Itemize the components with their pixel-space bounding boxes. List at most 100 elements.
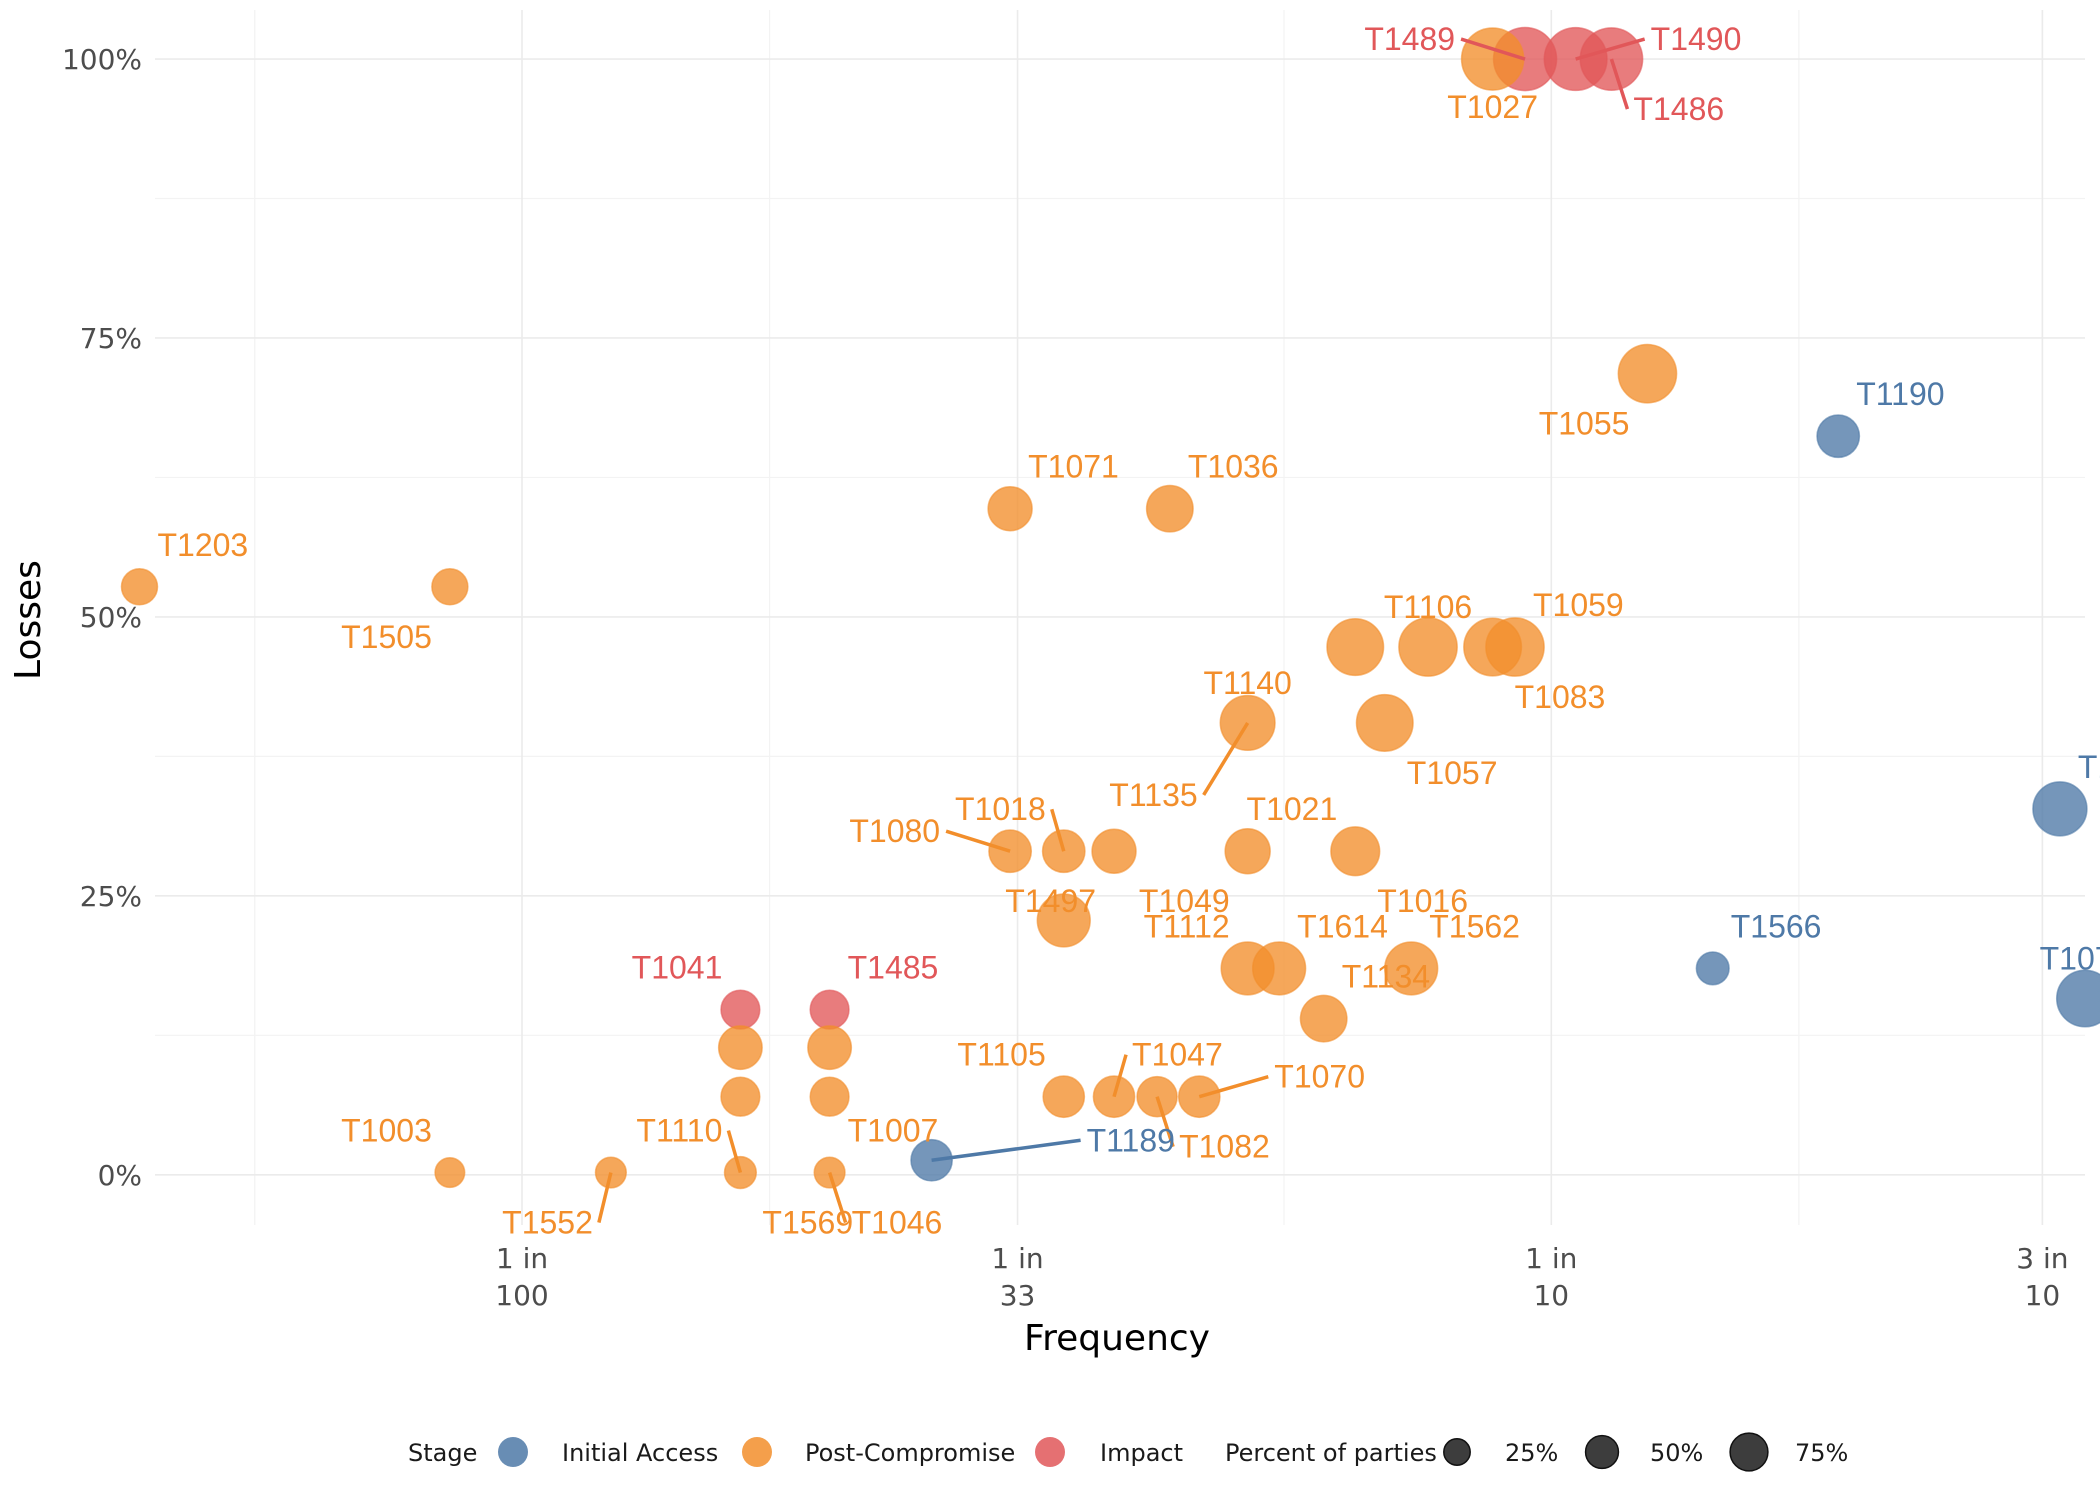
label-t1105: T1105 [957,1037,1045,1073]
label-t1552: T1552 [502,1205,593,1241]
x-tick-label: 1 in [1525,1242,1577,1275]
point-t1041 [720,989,761,1030]
point-t1552 [594,1156,628,1189]
point-t1203 [120,568,159,606]
point-t1071 [987,485,1033,532]
legend-stage-title: Stage [408,1439,477,1467]
label-t1055: T1055 [1539,406,1630,442]
label-t1078: T1078 [2040,941,2100,977]
legend-stage-swatch [498,1437,528,1467]
label-t1134: T1134 [1342,959,1430,995]
label-t1135: T1135 [1109,777,1197,813]
legend-stage-label: Initial Access [562,1439,718,1467]
point-t1027 [1460,27,1525,91]
x-tick-label-line2: 10 [2025,1279,2061,1312]
y-tick-label: 75% [80,322,142,355]
leader-line-t1080 [945,829,1011,853]
point-t1614 [1251,941,1307,996]
leader-line-t1082 [1155,1096,1175,1148]
point-t1036 [1145,484,1194,533]
legend-size-label: 75% [1795,1439,1848,1467]
label-t1505: T1505 [341,619,432,655]
label-t1199: T1199 [2078,749,2100,785]
point-t1505 [431,568,469,606]
point-t1016 [1326,618,1385,677]
leader-line-t1135 [1202,722,1250,796]
label-t1047: T1047 [1132,1037,1223,1073]
point-labels: T1489 T1027 T1490 T1486 T1055 T1190 T1071 T1036… [157,21,2100,1241]
x-tick-label: 1 in [991,1242,1043,1275]
point-t1057 [1355,693,1414,752]
x-axis-title: Frequency [1024,1318,1210,1359]
label-t1485: T1485 [848,950,939,986]
point-t1134 [1299,994,1348,1043]
point-pc2 [807,1025,853,1071]
label-t1070: T1070 [1274,1059,1365,1095]
leader-line-t1552 [597,1172,613,1223]
data-points [120,26,2100,1190]
label-t1007: T1007 [848,1113,939,1149]
point-t1055 [1617,343,1678,404]
axes: 0% 25% 50% 75% 100% 1 in 100 1 in 33 1 in 10 3 in 10 [62,43,2069,1312]
leader-line-t1070 [1198,1075,1269,1099]
legend-size-label: 25% [1505,1439,1558,1467]
x-tick-label-line2: 10 [1533,1279,1569,1312]
label-t1003: T1003 [341,1113,432,1149]
y-tick-label: 25% [80,880,142,913]
legend-size-swatch [1729,1432,1769,1472]
legend-stage-label: Post-Compromise [805,1439,1015,1467]
point-t1106 [1398,617,1458,677]
point-t1497 [1091,828,1137,874]
label-t1490: T1490 [1651,21,1742,57]
point-t1485 [809,989,850,1030]
legend-size-swatch [1584,1434,1620,1470]
label-t1497: T1497 [1005,883,1096,919]
label-t1082: T1082 [1179,1129,1270,1165]
label-t1027: T1027 [1447,89,1538,125]
label-t1189: T1189 [1087,1122,1175,1158]
label-t1566: T1566 [1731,908,1822,944]
label-t1190: T1190 [1856,376,1944,412]
label-t1614: T1614 [1297,908,1388,944]
label-t1140: T1140 [1203,665,1291,701]
leader-line-t1046 [827,1172,848,1224]
x-tick-label-line2: 100 [495,1279,548,1312]
point-t1021 [1330,826,1381,877]
label-t1057: T1057 [1407,755,1498,791]
label-t1083: T1083 [1515,679,1606,715]
point-t1078 [2055,969,2100,1028]
leader-line-t1018 [1050,808,1066,852]
legend-size-label: 50% [1650,1439,1703,1467]
grid [155,10,2085,1225]
label-t1016b: T1016 [1377,883,1468,919]
leader-line-t1489 [1460,37,1526,61]
point-t1190 [1816,414,1861,459]
label-t1059: T1059 [1533,587,1624,623]
point-t1049 [1224,827,1271,875]
point-t1497p [1036,893,1091,948]
label-t1071: T1071 [1028,449,1119,485]
point-t1003 [434,1156,466,1189]
y-tick-label: 0% [98,1159,142,1192]
x-tick-label: 3 in [2016,1242,2068,1275]
label-t1036: T1036 [1188,449,1279,485]
legend-stage-label: Impact [1100,1439,1183,1467]
point-t1199 [2032,781,2088,837]
point-t1083 [1463,617,1523,677]
legend-stage-swatch [742,1437,772,1467]
label-t1049: T1049 [1139,883,1230,919]
label-t1021: T1021 [1247,791,1338,827]
y-tick-label: 100% [62,43,142,76]
label-t1080: T1080 [849,813,940,849]
label-t1041: T1041 [632,950,723,986]
label-t1203: T1203 [157,527,248,563]
x-tick-label-line2: 33 [1000,1279,1036,1312]
y-axis-title: Losses [8,560,49,680]
label-t1112: T1112 [1144,908,1230,944]
label-t1486: T1486 [1633,91,1724,127]
x-tick-label: 1 in [496,1242,548,1275]
legend-stage-swatch [1035,1437,1065,1467]
label-t1562: T1562 [1429,908,1520,944]
leader-line-t1047 [1112,1054,1128,1098]
label-t1489: T1489 [1364,21,1455,57]
